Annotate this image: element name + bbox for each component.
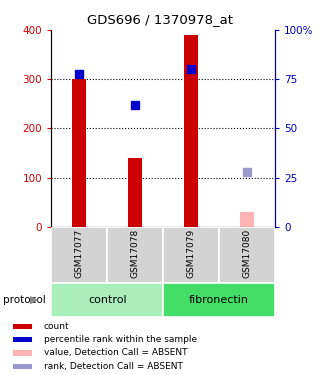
Bar	[163, 227, 219, 283]
Bar	[128, 158, 142, 227]
Text: value, Detection Call = ABSENT: value, Detection Call = ABSENT	[44, 348, 188, 357]
Bar	[219, 227, 275, 283]
Text: GDS696 / 1370978_at: GDS696 / 1370978_at	[87, 13, 233, 26]
Text: fibronectin: fibronectin	[189, 295, 249, 305]
Bar	[184, 35, 198, 227]
Text: control: control	[88, 295, 126, 305]
Text: rank, Detection Call = ABSENT: rank, Detection Call = ABSENT	[44, 362, 183, 371]
Bar	[12, 324, 32, 329]
Bar	[12, 364, 32, 369]
Bar	[240, 212, 254, 227]
Text: GSM17077: GSM17077	[75, 229, 84, 279]
Bar	[12, 350, 32, 355]
Text: GSM17080: GSM17080	[243, 229, 252, 279]
Text: protocol: protocol	[3, 295, 46, 305]
Bar	[51, 283, 163, 317]
Text: GSM17078: GSM17078	[131, 229, 140, 279]
Text: ▶: ▶	[30, 295, 39, 305]
Bar	[163, 283, 275, 317]
Text: GSM17079: GSM17079	[187, 229, 196, 279]
Text: percentile rank within the sample: percentile rank within the sample	[44, 335, 197, 344]
Bar	[72, 79, 86, 227]
Text: count: count	[44, 322, 69, 331]
Bar	[51, 227, 107, 283]
Bar	[12, 337, 32, 342]
Bar	[107, 227, 163, 283]
